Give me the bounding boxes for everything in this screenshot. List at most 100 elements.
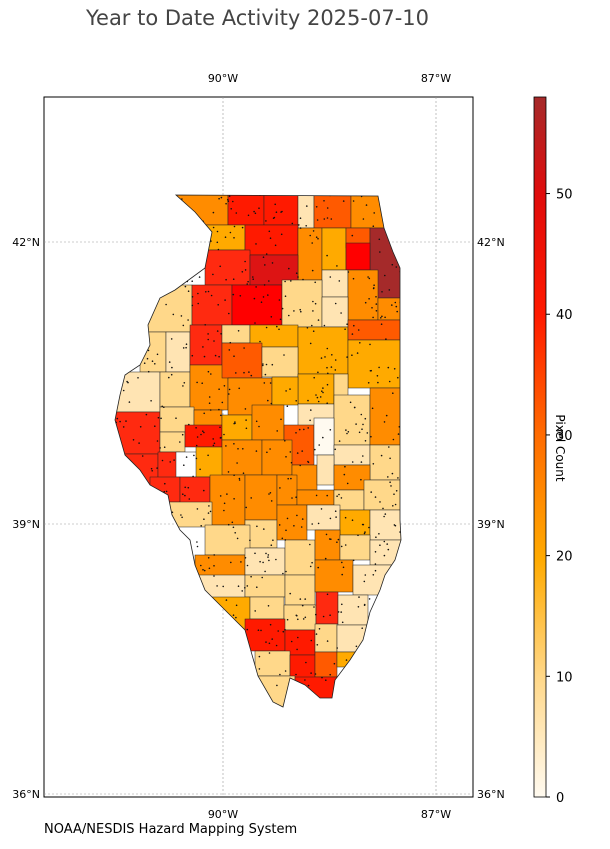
fire-point [317, 371, 319, 374]
fire-point [247, 214, 250, 217]
fire-point [352, 559, 355, 562]
fire-point [128, 401, 131, 403]
fire-point [248, 371, 250, 373]
fire-point [357, 534, 359, 537]
fire-point [225, 278, 227, 281]
fire-point [263, 382, 266, 384]
fire-point [293, 310, 295, 312]
fire-point [364, 531, 366, 533]
county-montgomery [244, 474, 278, 521]
fire-point [397, 376, 399, 379]
fire-point [385, 414, 388, 417]
fire-point [180, 514, 182, 516]
county-macoupin [209, 474, 246, 526]
map-title: Year to Date Activity 2025-07-10 [85, 6, 429, 30]
county-jefferson [284, 574, 316, 606]
fire-point [326, 347, 329, 350]
fire-point [367, 382, 370, 384]
fire-point [293, 525, 295, 527]
fire-point [170, 338, 173, 340]
fire-point [229, 341, 232, 344]
county-dewitt [271, 376, 299, 406]
colorbar-ticks: 0 10 20 30 40 50 [546, 188, 573, 806]
fire-point [228, 195, 231, 197]
fire-point [364, 574, 367, 576]
fire-point [156, 440, 159, 442]
fire-point [163, 490, 166, 493]
county-jasper [339, 509, 371, 536]
fire-point [307, 427, 310, 429]
county-warren [159, 371, 191, 408]
county-kankakee [347, 319, 401, 341]
fire-point [289, 592, 292, 595]
fire-point [122, 389, 125, 392]
fire-point [188, 498, 191, 500]
fire-point [245, 506, 247, 509]
fire-point [397, 477, 399, 479]
fire-point [355, 645, 358, 648]
fire-point [296, 452, 299, 454]
fire-point [378, 238, 381, 241]
county-henry [191, 284, 233, 326]
fire-point [320, 357, 323, 359]
fire-point [374, 551, 377, 553]
fire-point [147, 349, 150, 352]
fire-point [160, 417, 162, 420]
fire-point [170, 373, 173, 376]
county-ford [297, 373, 335, 405]
fire-point [295, 614, 298, 617]
fire-point [304, 616, 307, 619]
county-edgar [369, 444, 401, 481]
fire-point [399, 531, 401, 533]
fire-point [329, 614, 331, 616]
fire-point [324, 557, 327, 560]
county-pope [314, 651, 338, 678]
fire-point [256, 525, 258, 528]
fire-point [288, 314, 290, 317]
fire-point [357, 329, 360, 331]
fire-point [368, 526, 370, 529]
fire-point [314, 448, 316, 451]
fire-point [203, 489, 205, 492]
fire-point [228, 388, 231, 391]
fire-point [345, 659, 348, 661]
fire-point [312, 310, 314, 312]
colorbar-tick-label: 20 [556, 550, 573, 565]
fire-point [200, 433, 202, 436]
fire-point [326, 640, 329, 642]
fire-point [300, 310, 302, 313]
fire-point [191, 304, 194, 307]
fire-point [212, 226, 215, 229]
fire-point [184, 494, 186, 497]
county-shelby [276, 474, 298, 506]
fire-point [284, 440, 286, 442]
fire-point [304, 679, 306, 681]
fire-point [195, 444, 198, 447]
fire-point [125, 420, 127, 422]
county-livingston [297, 326, 349, 375]
fire-point [284, 539, 287, 541]
fire-point [340, 312, 342, 314]
fire-point [393, 368, 396, 370]
county-morgan [195, 446, 227, 478]
fire-point [163, 406, 165, 409]
fire-point [345, 429, 347, 431]
fire-point [373, 212, 376, 214]
fire-point [227, 200, 230, 202]
fire-point [229, 231, 232, 234]
fire-point [360, 478, 362, 481]
lat-tick-right-42: 42°N [477, 236, 505, 249]
fire-point [383, 540, 386, 543]
fire-point [297, 618, 299, 621]
fire-point [235, 372, 237, 374]
fire-point [329, 429, 332, 431]
fire-point [213, 442, 216, 445]
fire-point [375, 536, 377, 538]
fire-point [326, 217, 329, 219]
fire-point [266, 451, 268, 454]
fire-point [396, 310, 399, 313]
fire-point [341, 603, 343, 606]
fire-point [344, 516, 347, 519]
fire-point [285, 570, 287, 573]
county-franklin [283, 604, 317, 631]
